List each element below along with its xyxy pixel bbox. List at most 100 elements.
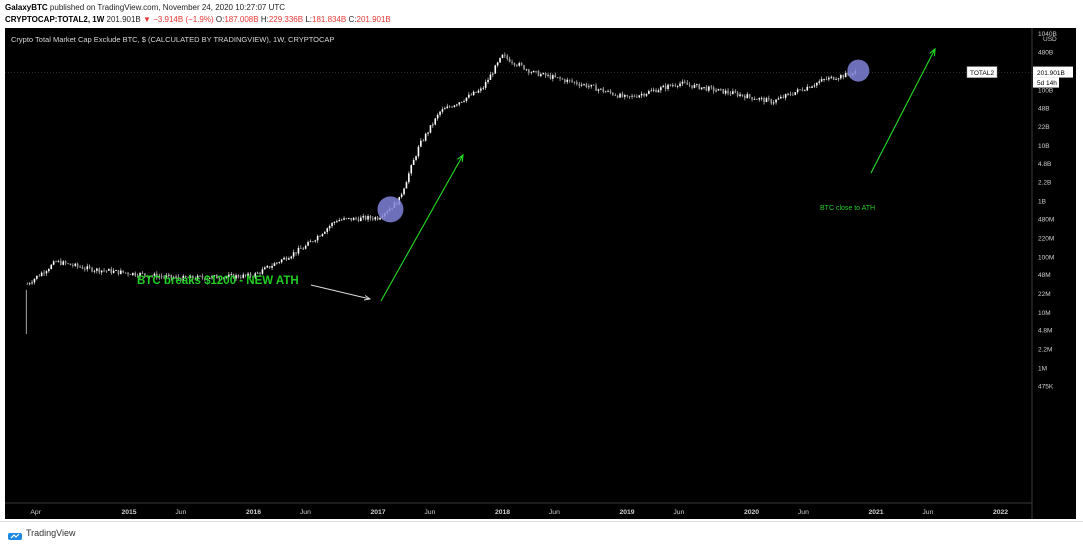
open-value: 187.008B xyxy=(224,15,259,24)
candle-body xyxy=(465,97,468,102)
candle-body xyxy=(482,87,485,89)
candle-body xyxy=(290,256,293,259)
candle-body xyxy=(67,263,69,265)
y-unit-label: USD xyxy=(1043,36,1057,43)
candle-body xyxy=(124,272,127,274)
candle-body xyxy=(535,70,537,72)
x-axis: Apr 2015 Jun 2016 Jun 2017 Jun 2018 Jun 2019 Jun 20… xyxy=(30,509,1008,516)
candle-body xyxy=(240,277,242,279)
price-chart[interactable]: Crypto Total Market Cap Exclude BTC, $ (… xyxy=(5,28,1076,519)
candle-body xyxy=(693,84,696,88)
candle-body xyxy=(98,268,101,273)
chart-area[interactable]: Crypto Total Market Cap Exclude BTC, $ (… xyxy=(5,28,1076,519)
candle-body xyxy=(686,82,689,85)
candle-body xyxy=(177,276,180,279)
candle-body xyxy=(122,270,125,273)
last-value-tag xyxy=(1033,66,1073,78)
candle-body xyxy=(280,259,283,263)
x-tick-label: Jun xyxy=(922,509,933,516)
candle-body xyxy=(590,84,593,87)
candle-body xyxy=(705,86,708,91)
candle-body xyxy=(213,275,216,277)
symbol-label[interactable]: CRYPTOCAP:TOTAL2, 1W xyxy=(5,15,105,24)
candle-body xyxy=(417,146,420,157)
candle-body xyxy=(458,102,461,105)
candle-body xyxy=(283,257,285,260)
candle-body xyxy=(141,273,144,274)
candle-body xyxy=(619,93,621,98)
y-tick-label: 1M xyxy=(1038,366,1047,373)
candle-body xyxy=(400,194,403,197)
uptrend-arrow-2017-head xyxy=(457,153,464,163)
candle-body xyxy=(453,105,456,108)
candle-body xyxy=(626,95,629,97)
candle-body xyxy=(314,240,317,242)
candle-body xyxy=(811,86,813,88)
candle-body xyxy=(739,94,741,97)
candle-body xyxy=(297,247,300,254)
candle-body xyxy=(698,84,701,90)
candle-body xyxy=(576,82,578,85)
candle-body xyxy=(528,69,530,73)
candle-body xyxy=(324,231,326,234)
publisher-name[interactable]: GalaxyBTC xyxy=(5,3,48,12)
candle-body xyxy=(319,235,321,237)
candle-body xyxy=(520,63,523,66)
candle-body xyxy=(120,270,122,275)
candle-body xyxy=(403,188,405,195)
candle-body xyxy=(561,78,564,80)
candle-body xyxy=(146,275,149,278)
ath-near-circle xyxy=(847,59,870,82)
candle-body xyxy=(64,261,67,264)
candle-body xyxy=(439,111,441,115)
candle-body xyxy=(748,94,751,98)
candle-body xyxy=(801,89,804,91)
candle-body xyxy=(336,221,338,223)
candle-body xyxy=(112,270,115,273)
candle-body xyxy=(540,74,542,77)
y-tick-label: 475K xyxy=(1038,384,1054,391)
candle-body xyxy=(151,275,153,277)
candle-body xyxy=(775,99,777,103)
candle-body xyxy=(494,65,497,74)
candle-body xyxy=(746,94,749,99)
candle-body xyxy=(636,96,638,98)
candle-body xyxy=(806,86,809,91)
candle-body xyxy=(225,276,228,278)
y-tick-label: 10B xyxy=(1038,143,1050,150)
candle-body xyxy=(472,91,475,96)
candle-body xyxy=(580,84,583,86)
candle-body xyxy=(36,275,38,279)
candle-body xyxy=(448,106,451,108)
candle-body xyxy=(828,77,830,80)
candle-body xyxy=(475,91,477,93)
candle-body xyxy=(340,219,343,221)
candle-body xyxy=(304,245,307,249)
candle-body xyxy=(206,278,209,280)
candle-body xyxy=(292,252,295,257)
tradingview-brand[interactable]: TradingView xyxy=(8,526,76,540)
candle-body xyxy=(326,228,329,232)
candle-body xyxy=(100,270,103,273)
candle-body xyxy=(796,89,799,93)
y-tick-label: 22B xyxy=(1038,124,1050,131)
candle-body xyxy=(571,80,573,82)
candle-body xyxy=(825,79,828,80)
candle-body xyxy=(55,261,57,263)
candle-body xyxy=(355,217,357,219)
candle-body xyxy=(554,75,557,78)
candle-body xyxy=(223,277,225,280)
candle-body xyxy=(218,278,221,280)
candle-body xyxy=(369,216,372,219)
candle-body xyxy=(612,92,614,96)
candle-body xyxy=(360,217,362,222)
candle-body xyxy=(736,92,739,97)
candle-body xyxy=(525,69,528,71)
candle-body xyxy=(180,278,182,281)
candle-body xyxy=(621,93,624,97)
candle-body xyxy=(432,124,434,126)
candle-body xyxy=(703,86,705,88)
candle-body xyxy=(501,54,504,58)
candle-body xyxy=(672,85,674,87)
candle-body xyxy=(729,93,732,95)
